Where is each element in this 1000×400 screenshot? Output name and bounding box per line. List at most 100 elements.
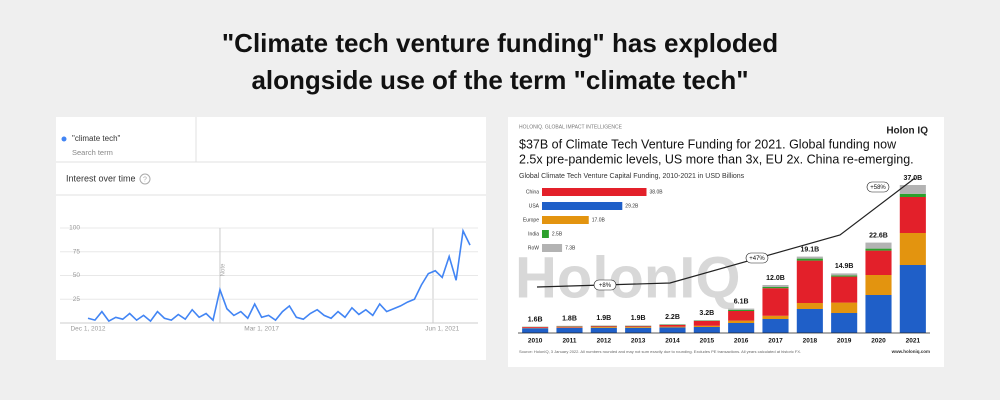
bar-segment [590,327,617,333]
x-tick-label: 2018 [803,338,818,345]
value-label: 7.3B [565,245,576,251]
bar-segment [556,326,583,328]
bar-segment [625,327,652,328]
y-tick-label: 75 [73,248,81,255]
bar [542,188,647,196]
bar-segment [762,288,789,316]
total-label: 12.0B [766,275,785,282]
total-label: 1.6B [528,316,543,323]
bar-segment [522,327,549,328]
bar [542,230,549,238]
annotation: Note [221,263,227,276]
bar-segment [831,273,858,276]
annotation-bubble [866,181,890,193]
bar-segment [865,242,892,249]
annotation: +8% [599,283,612,289]
y-tick-label: 25 [73,296,81,303]
x-tick-label: Mar 1, 2017 [244,326,279,333]
page-title: alongside use of the term "climate tech" [251,65,748,95]
bar-segment [899,265,926,333]
chart-subtitle: Global Climate Tech Venture Capital Fund… [519,173,745,180]
left-panel [56,117,486,360]
category-label: USA [529,203,540,209]
bar-segment [899,233,926,265]
legend-dot [61,136,67,142]
bar [542,216,589,224]
bar-segment [590,326,617,327]
total-label: 22.6B [869,232,888,239]
bar-segment [728,320,755,323]
x-tick-label: Jun 1, 2021 [425,326,459,333]
x-tick-label: 2011 [562,338,576,345]
logo: Holon IQ [886,126,928,137]
bar-segment [728,308,755,310]
bar-segment [865,250,892,275]
x-tick-label: 2020 [871,338,886,345]
bar-segment [796,258,823,261]
x-tick-label: 2016 [734,338,749,345]
bar-segment [590,327,617,328]
legend-subtitle: Search term [72,148,113,157]
bar-segment [659,325,686,327]
website: www.holoniq.com [891,349,930,354]
x-tick-label: 2012 [597,338,612,345]
annotation: +47% [749,256,765,262]
bar-segment [659,327,686,333]
bar-segment [796,303,823,309]
bar-segment [899,197,926,233]
trend-line [87,228,471,323]
bar-segment [693,321,720,326]
y-tick-label: 100 [69,225,80,232]
help-icon[interactable] [139,173,151,185]
bar-segment [796,260,823,303]
bar [542,202,623,210]
bar-segment [728,311,755,321]
watermark: HolonIQ [515,245,741,310]
category-label: China [526,189,539,195]
bar-segment [762,315,789,319]
category-label: Europe [523,217,539,223]
bar-segment [522,328,549,333]
bar-segment [693,325,720,327]
bar-segment [693,327,720,333]
total-label: 1.9B [596,315,611,322]
total-label: 19.1B [800,246,819,253]
bar-segment [796,309,823,333]
total-label: 14.9B [835,263,854,270]
category-label: India [528,231,539,237]
chart-title: Interest over time [66,173,136,183]
chart-title: $37B of Climate Tech Venture Funding for… [519,137,897,151]
value-label: 2.5B [552,231,563,237]
annotation: +58% [870,185,886,191]
total-label: 2.2B [665,314,680,321]
bar-segment [762,287,789,289]
category-label: RoW [528,245,539,251]
source: Source: HolonIQ, 3 January 2022. All num… [519,349,801,354]
brand: HOLONIQ. GLOBAL IMPACT INTELLIGENCE [519,124,623,130]
annotation-bubble [745,252,769,264]
total-label: 6.1B [734,298,749,305]
value-label: 17.0B [592,217,606,223]
total-label: 1.9B [631,315,646,322]
bar-segment [865,295,892,333]
bar-segment [625,326,652,327]
page-title: "Climate tech venture funding" has explo… [222,28,778,58]
y-tick-label: 50 [73,272,81,279]
value-label: 38.0B [650,189,664,195]
x-tick-label: 2019 [837,338,852,345]
bar-segment [796,256,823,259]
bar-segment [762,319,789,333]
annotation-bubble [593,279,617,291]
bar-segment [625,327,652,333]
bar-segment [831,302,858,313]
x-tick-label: 2017 [768,338,783,345]
total-label: 37.0B [903,175,922,182]
bar-segment [865,275,892,295]
x-tick-label: Dec 1, 2012 [70,326,105,333]
bar-segment [556,327,583,333]
bar-segment [728,309,755,311]
bar-segment [899,185,926,194]
bar [542,244,563,252]
